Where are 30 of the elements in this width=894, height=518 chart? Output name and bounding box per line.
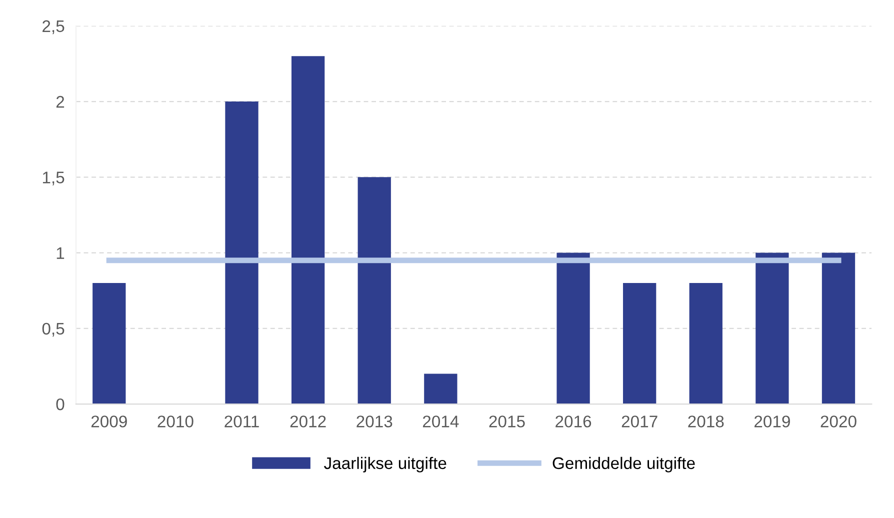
bar xyxy=(756,252,789,404)
bar xyxy=(225,102,258,404)
x-tick-label: 2014 xyxy=(422,416,459,428)
x-tick-label: 2018 xyxy=(688,416,724,428)
x-tick-label: 2013 xyxy=(356,416,392,428)
bar xyxy=(822,252,856,404)
x-tick-label: 2010 xyxy=(158,416,194,428)
x-tick-label: 2017 xyxy=(622,416,658,428)
x-tick-label: 2015 xyxy=(489,416,525,428)
x-tick-label: 2011 xyxy=(224,416,259,428)
y-tick-label: 0,5 xyxy=(42,322,64,337)
x-tick-label: 2016 xyxy=(556,416,592,428)
bar xyxy=(623,283,656,404)
bar xyxy=(689,283,722,404)
y-tick-label: 0 xyxy=(56,398,64,410)
x-tick-label: 2009 xyxy=(91,416,127,428)
y-tick-label: 2,5 xyxy=(42,20,64,34)
bar xyxy=(291,56,325,404)
y-tick-label: 2 xyxy=(56,96,64,108)
bar xyxy=(424,374,458,404)
y-tick-label: 1 xyxy=(56,247,64,259)
bar xyxy=(92,283,126,404)
legend-label: Jaarlijkse uitgifte xyxy=(324,456,446,472)
bar xyxy=(556,252,590,404)
x-tick-label: 2012 xyxy=(290,416,326,428)
x-tick-label: 2020 xyxy=(820,416,856,428)
legend-label: Gemiddelde uitgifte xyxy=(552,456,695,472)
bar xyxy=(358,177,391,404)
y-tick-label: 1,5 xyxy=(42,172,64,186)
x-tick-label: 2019 xyxy=(754,416,790,428)
